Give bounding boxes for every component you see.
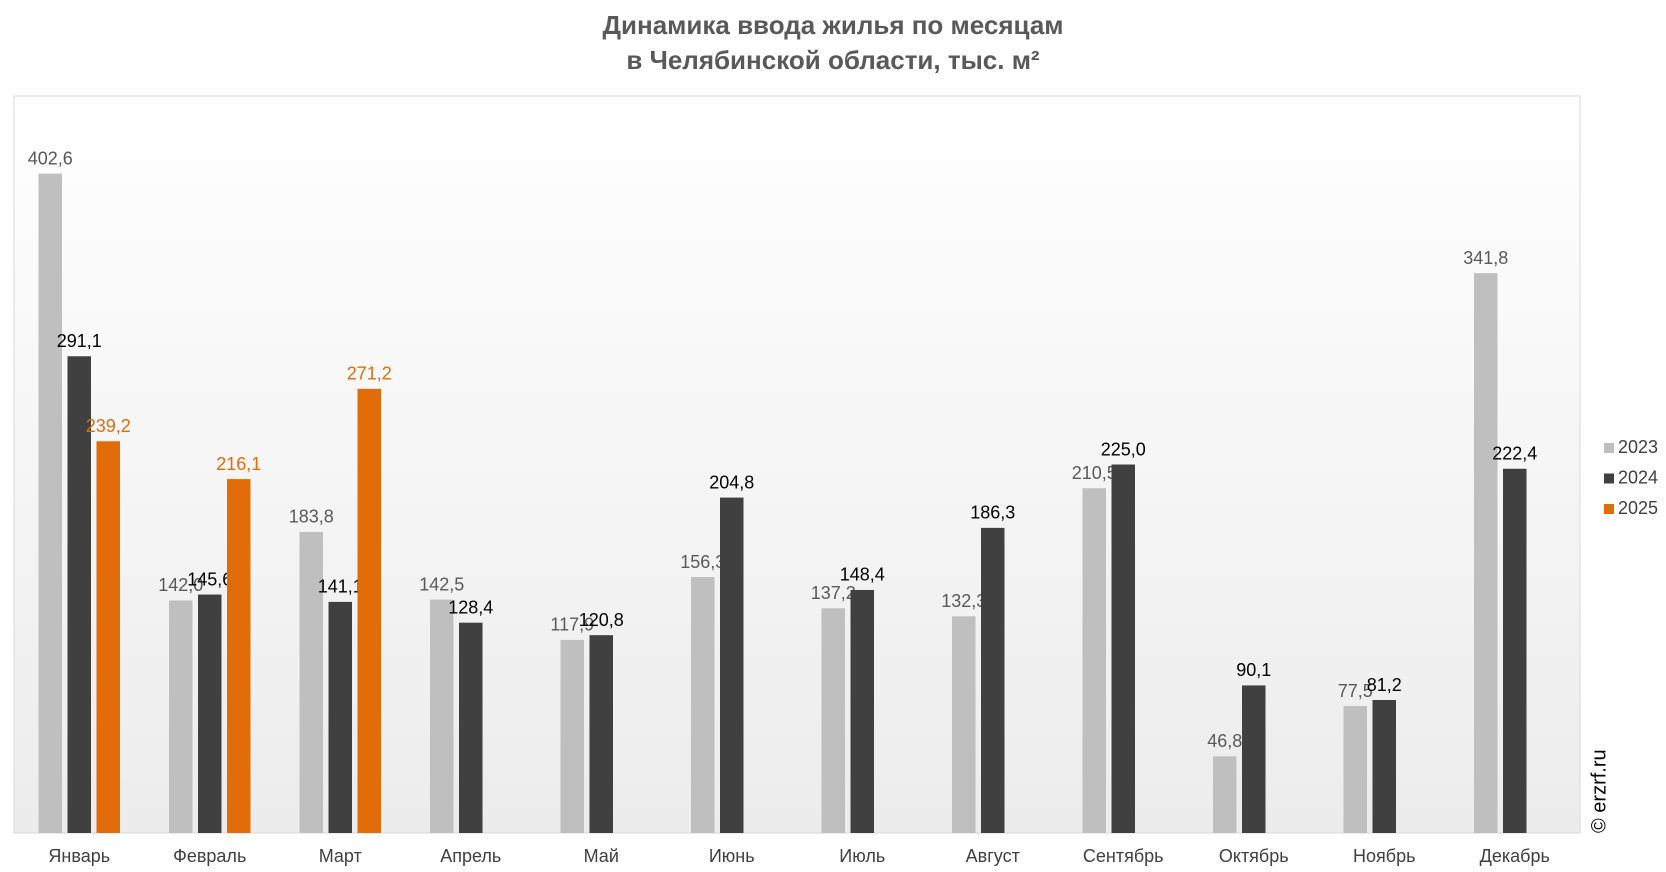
data-label: 120,8 (579, 610, 624, 630)
bar (169, 600, 193, 833)
bar (299, 531, 323, 833)
data-label: 222,4 (1492, 444, 1537, 464)
data-label: 142,5 (419, 574, 464, 594)
bar (459, 622, 483, 833)
data-label: 216,1 (216, 454, 261, 474)
bar (430, 599, 454, 833)
x-tick-label: Май (584, 846, 619, 866)
legend-label: 2024 (1618, 467, 1658, 487)
chart-title: Динамика ввода жилья по месяцам (602, 10, 1063, 40)
data-label: 186,3 (970, 503, 1015, 523)
data-label: 341,8 (1463, 248, 1508, 268)
x-tick-label: Ноябрь (1353, 846, 1415, 866)
x-tick-label: Декабрь (1480, 846, 1550, 866)
bar (328, 601, 352, 833)
bar (691, 577, 715, 833)
data-label: 90,1 (1236, 660, 1271, 680)
legend-swatch (1604, 504, 1614, 514)
x-tick-label: Январь (48, 846, 110, 866)
bar (198, 594, 222, 833)
bar (1213, 756, 1237, 833)
x-tick-label: Июль (839, 846, 885, 866)
bar (1111, 464, 1135, 833)
bar (38, 173, 62, 833)
data-label: 81,2 (1367, 675, 1402, 695)
bar (1082, 488, 1106, 833)
watermark: © erzrf.ru (1588, 749, 1610, 833)
bar (850, 589, 874, 833)
x-tick-label: Март (319, 846, 362, 866)
bar (1343, 706, 1367, 833)
x-tick-label: Февраль (173, 846, 246, 866)
bar (720, 497, 744, 833)
x-tick-label: Июнь (709, 846, 755, 866)
data-label: 204,8 (709, 472, 754, 492)
data-label: 128,4 (448, 597, 493, 617)
bar (1242, 685, 1266, 833)
data-label: 148,4 (840, 565, 885, 585)
bar (96, 441, 120, 833)
data-label: 132,3 (941, 591, 986, 611)
data-label: 271,2 (347, 364, 392, 384)
x-tick-label: Апрель (440, 846, 501, 866)
data-label: 156,3 (680, 552, 725, 572)
data-label: 402,6 (28, 148, 73, 168)
legend-label: 2025 (1618, 498, 1658, 518)
bar (560, 639, 584, 833)
data-label: 142,0 (158, 575, 203, 595)
bar (981, 527, 1005, 833)
x-tick-label: Октябрь (1219, 846, 1289, 866)
data-label: 225,0 (1101, 439, 1146, 459)
x-tick-label: Сентябрь (1083, 846, 1164, 866)
plot-area (13, 95, 1581, 834)
bar (821, 608, 845, 833)
bar (67, 356, 91, 833)
data-label: 239,2 (86, 416, 131, 436)
data-label: 77,5 (1338, 681, 1373, 701)
data-label: 291,1 (57, 331, 102, 351)
data-label: 137,2 (811, 583, 856, 603)
data-label: 141,1 (318, 577, 363, 597)
x-tick-label: Август (966, 846, 1020, 866)
legend-swatch (1604, 443, 1614, 453)
data-label: 145,6 (187, 569, 232, 589)
bar (357, 388, 381, 833)
bar (1372, 700, 1396, 833)
bar (1503, 468, 1527, 833)
data-label: 46,8 (1207, 731, 1242, 751)
bar (227, 479, 251, 833)
bar (952, 616, 976, 833)
legend-label: 2023 (1618, 437, 1658, 457)
data-label: 183,8 (289, 507, 334, 527)
data-label: 117,9 (550, 615, 594, 635)
bar (589, 635, 613, 833)
legend-swatch (1604, 473, 1614, 484)
data-label: 210,5 (1072, 463, 1117, 483)
bar (1474, 273, 1498, 834)
chart-title: в Челябинской области, тыс. м² (626, 45, 1040, 75)
